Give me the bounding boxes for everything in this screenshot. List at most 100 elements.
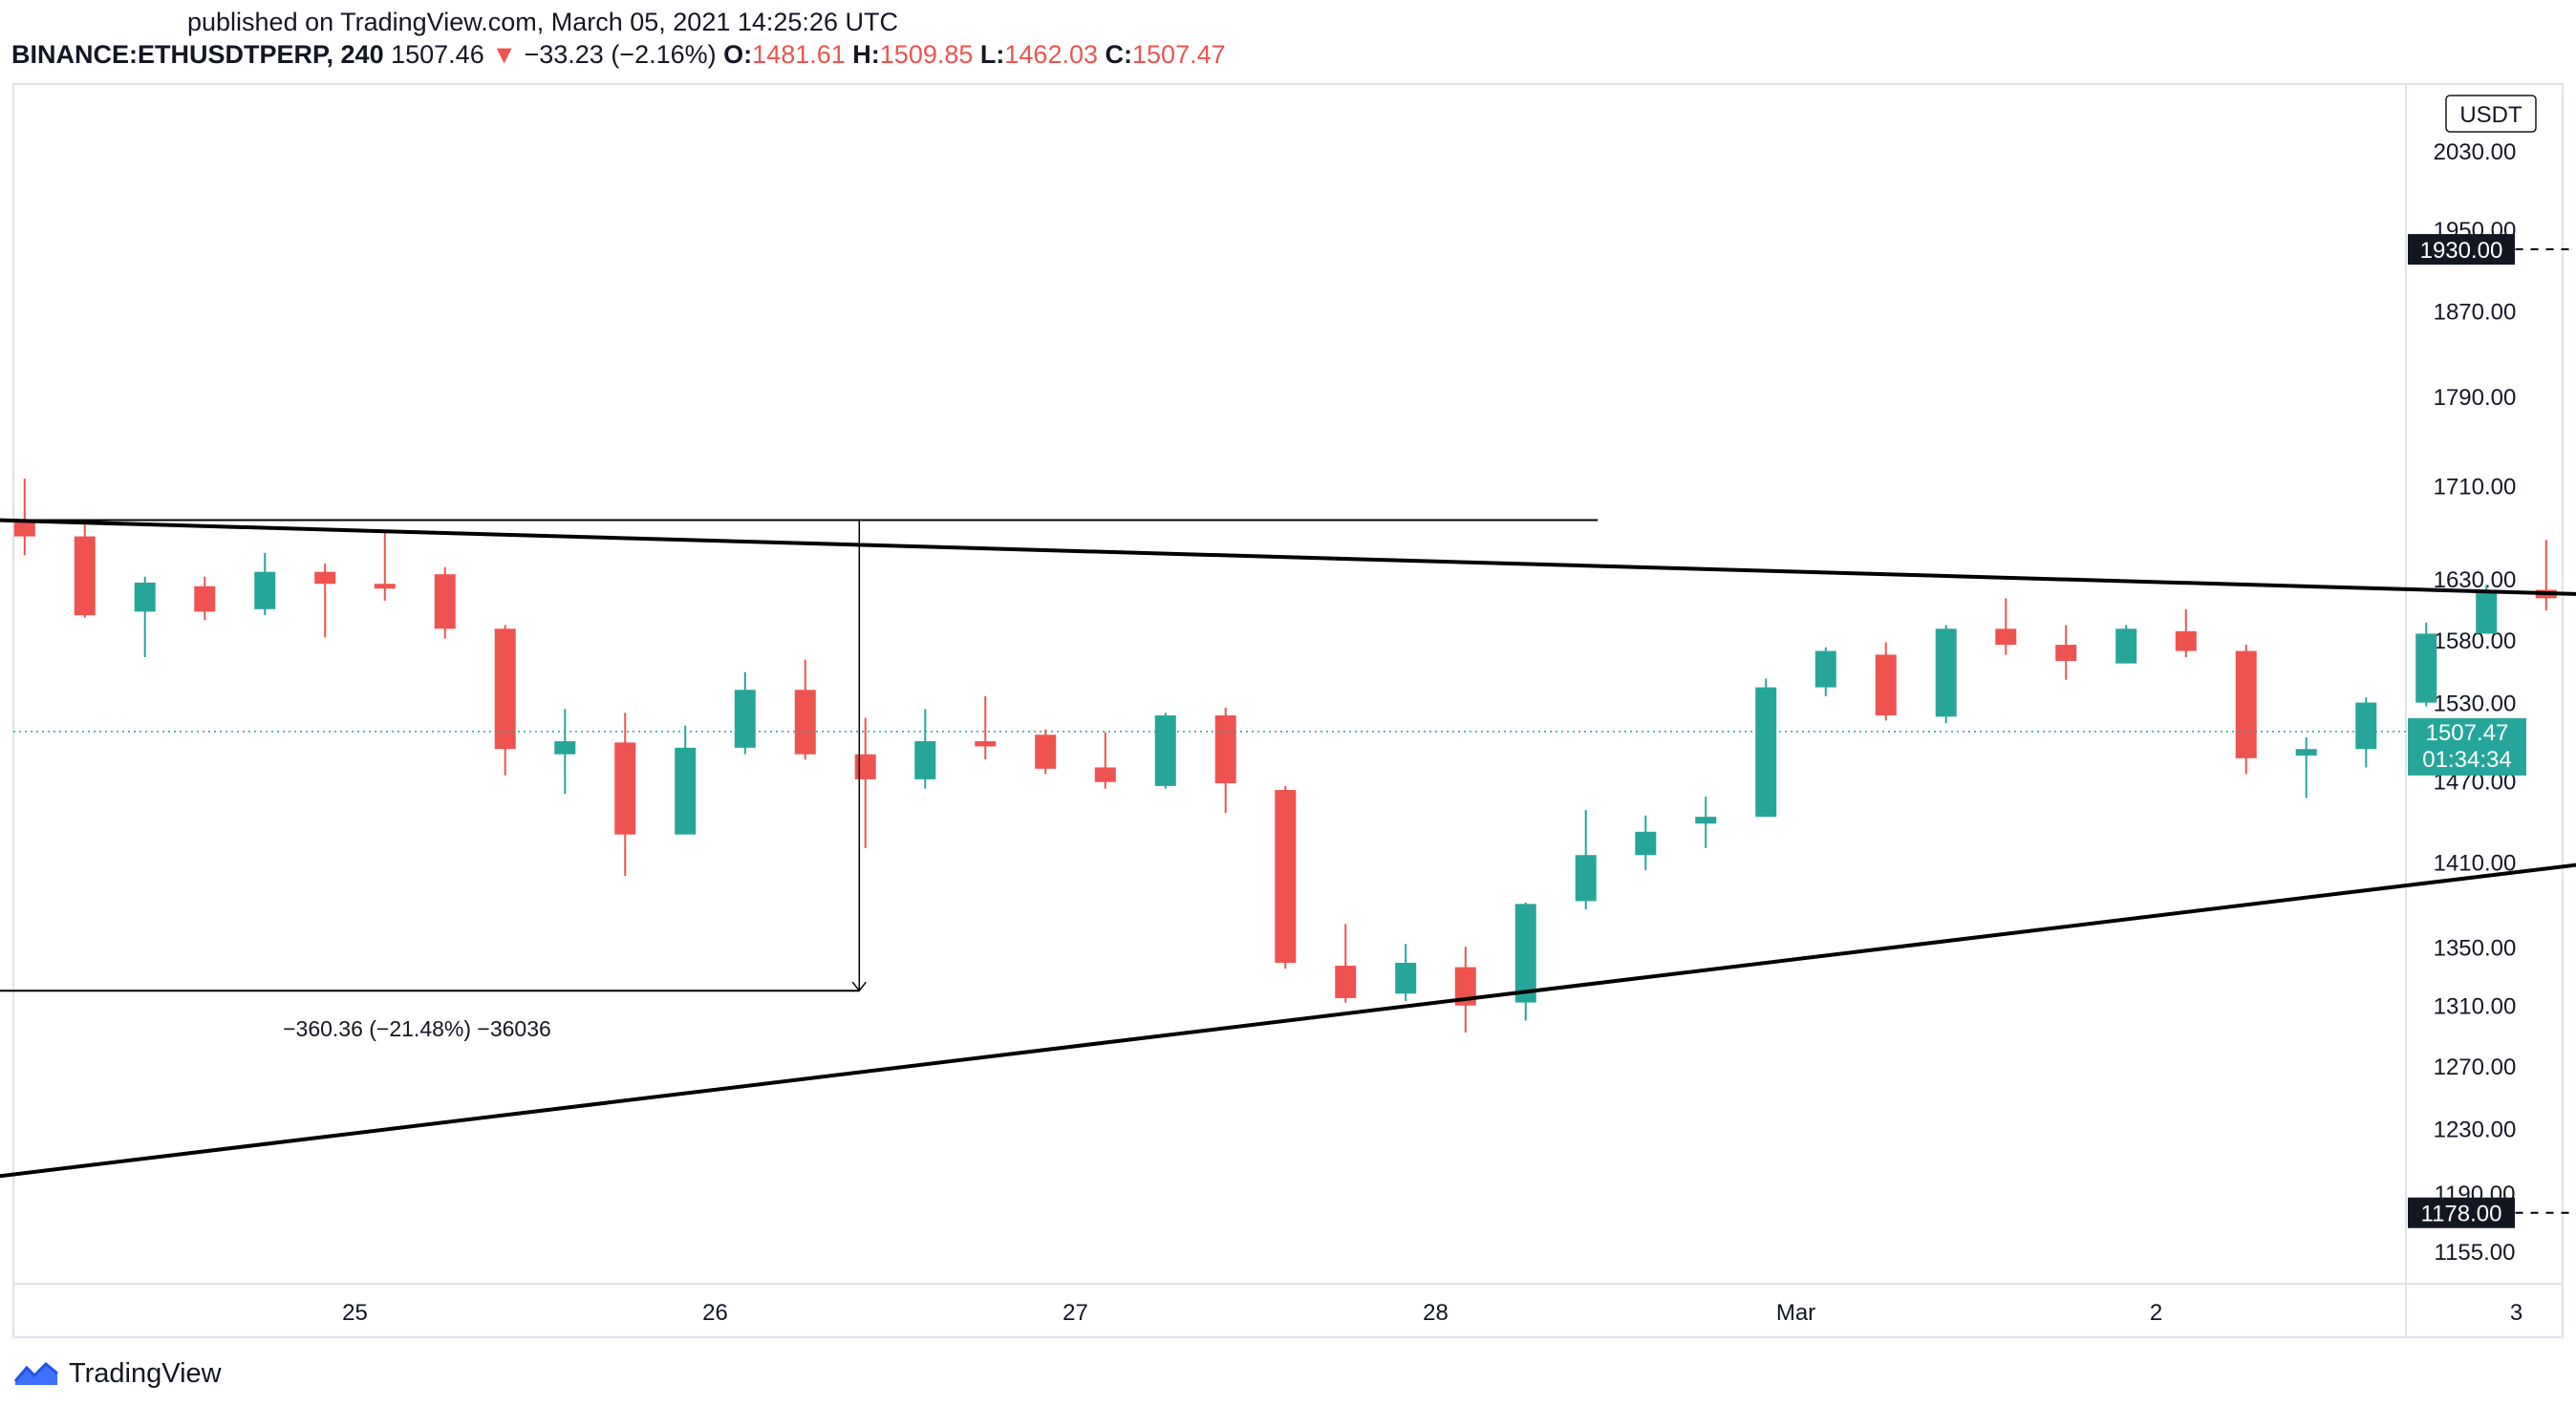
candle-up (734, 671, 756, 755)
candle-body (494, 628, 516, 750)
candle-down (74, 524, 96, 618)
y-tick-label: 1530.00 (2434, 692, 2517, 717)
candle-down (2175, 608, 2197, 658)
candle-body (2115, 628, 2137, 664)
last-price-badge-text: 1507.47 (2426, 720, 2509, 746)
candle-body (2235, 650, 2257, 758)
upper-trendline (0, 518, 2576, 596)
candle-up (554, 709, 576, 795)
candle-body (1395, 962, 1417, 994)
high-value: 1509.85 (879, 40, 974, 69)
candle-down (854, 717, 876, 848)
time-axis[interactable]: 25262728Mar23456789 (342, 1300, 2576, 1326)
candle-body (1035, 735, 1057, 769)
candle-body (854, 754, 876, 779)
candle-up (1635, 815, 1657, 871)
candle-body (2175, 630, 2197, 651)
candle-down (2535, 540, 2557, 611)
price-axis[interactable]: 2030.001950.001870.001790.001710.001630.… (2434, 95, 2537, 1266)
candle-body (434, 574, 456, 629)
candle-body (975, 741, 997, 747)
candle-body (1275, 790, 1297, 963)
y-tick-label: 1580.00 (2434, 628, 2517, 654)
y-tick-label: 1790.00 (2434, 385, 2517, 411)
candle-down (2055, 625, 2077, 680)
candle-body (13, 522, 35, 537)
change-arrow-icon: ▼ (491, 40, 517, 69)
x-tick-label: 28 (1423, 1300, 1449, 1326)
candle-body (2476, 589, 2498, 634)
candle-down (494, 625, 516, 776)
y-tick-label: 1310.00 (2434, 994, 2517, 1020)
candle-body (675, 747, 697, 835)
candle-up (134, 576, 156, 658)
tradingview-brand: TradingView (69, 1357, 222, 1389)
candle-down (1995, 598, 2017, 655)
candle-body (74, 536, 96, 616)
candle-body (2355, 702, 2377, 750)
symbol-label[interactable]: BINANCE:ETHUSDTPERP, 240 (11, 40, 384, 69)
open-label: O: (723, 40, 753, 69)
tradingview-logo[interactable]: TradingView (13, 1354, 222, 1393)
candle-up (914, 709, 936, 789)
candle-down (314, 563, 336, 638)
candle-body (254, 571, 276, 609)
target-up-badge-text: 1930.00 (2420, 238, 2503, 264)
chart-drawings[interactable]: −360.36 (−21.48%) −36036341.11 (21.48%) … (0, 193, 2576, 1273)
candle-up (1755, 678, 1777, 818)
candle-down (1875, 642, 1897, 721)
candle-body (1814, 650, 1836, 688)
candle-down (1214, 707, 1236, 813)
candle-body (1094, 767, 1116, 782)
candle-down (1035, 729, 1057, 775)
y-tick-label: 1230.00 (2434, 1117, 2517, 1142)
x-tick-label: 3 (2510, 1300, 2522, 1326)
candle-body (1755, 687, 1777, 818)
candle-down (1275, 785, 1297, 969)
candle-up (1154, 713, 1176, 789)
candle-up (2415, 622, 2437, 707)
candle-body (2055, 645, 2077, 661)
last-price: 1507.46 (391, 40, 484, 69)
x-tick-label: Mar (1776, 1300, 1815, 1326)
target-down-badge (2408, 1197, 2515, 1228)
candle-body (1935, 628, 1957, 717)
published-info: published on TradingView.com, March 05, … (187, 8, 898, 36)
target-down-badge-text: 1178.00 (2421, 1202, 2502, 1227)
candle-body (1575, 855, 1597, 902)
tradingview-logo-icon (13, 1361, 58, 1385)
y-tick-label: 2030.00 (2434, 139, 2517, 165)
target-up-badge (2408, 234, 2515, 266)
candle-down (1335, 924, 1357, 1003)
candle-body (1635, 831, 1657, 856)
open-value: 1481.61 (752, 40, 846, 69)
candle-body (2415, 633, 2437, 703)
candle-body (374, 584, 396, 589)
candles (13, 479, 2557, 1033)
last-price-badge (2408, 717, 2526, 776)
currency-badge (2445, 95, 2537, 133)
candle-down (2235, 645, 2257, 775)
candle-body (314, 571, 336, 585)
candle-down (194, 576, 216, 621)
candle-body (2295, 749, 2317, 756)
candle-up (2115, 625, 2137, 664)
candle-body (1454, 967, 1476, 1006)
candle-body (134, 582, 156, 612)
chart-header: published on TradingView.com, March 05, … (0, 0, 2576, 76)
candle-down (434, 566, 456, 639)
x-tick-label: 27 (1063, 1300, 1088, 1326)
candle-body (1214, 714, 1236, 784)
y-tick-label: 1870.00 (2434, 300, 2517, 326)
candle-down (374, 530, 396, 601)
price-change: −33.23 (−2.16%) (524, 40, 717, 69)
candle-down (1454, 947, 1476, 1033)
candle-up (1935, 625, 1957, 724)
candle-up (2295, 736, 2317, 799)
arrowhead-down-icon (851, 981, 867, 992)
candle-body (794, 690, 816, 755)
low-value: 1462.03 (1004, 40, 1098, 69)
ohlc-legend: BINANCE:ETHUSDTPERP, 240 1507.46 ▼ −33.2… (11, 40, 1226, 70)
